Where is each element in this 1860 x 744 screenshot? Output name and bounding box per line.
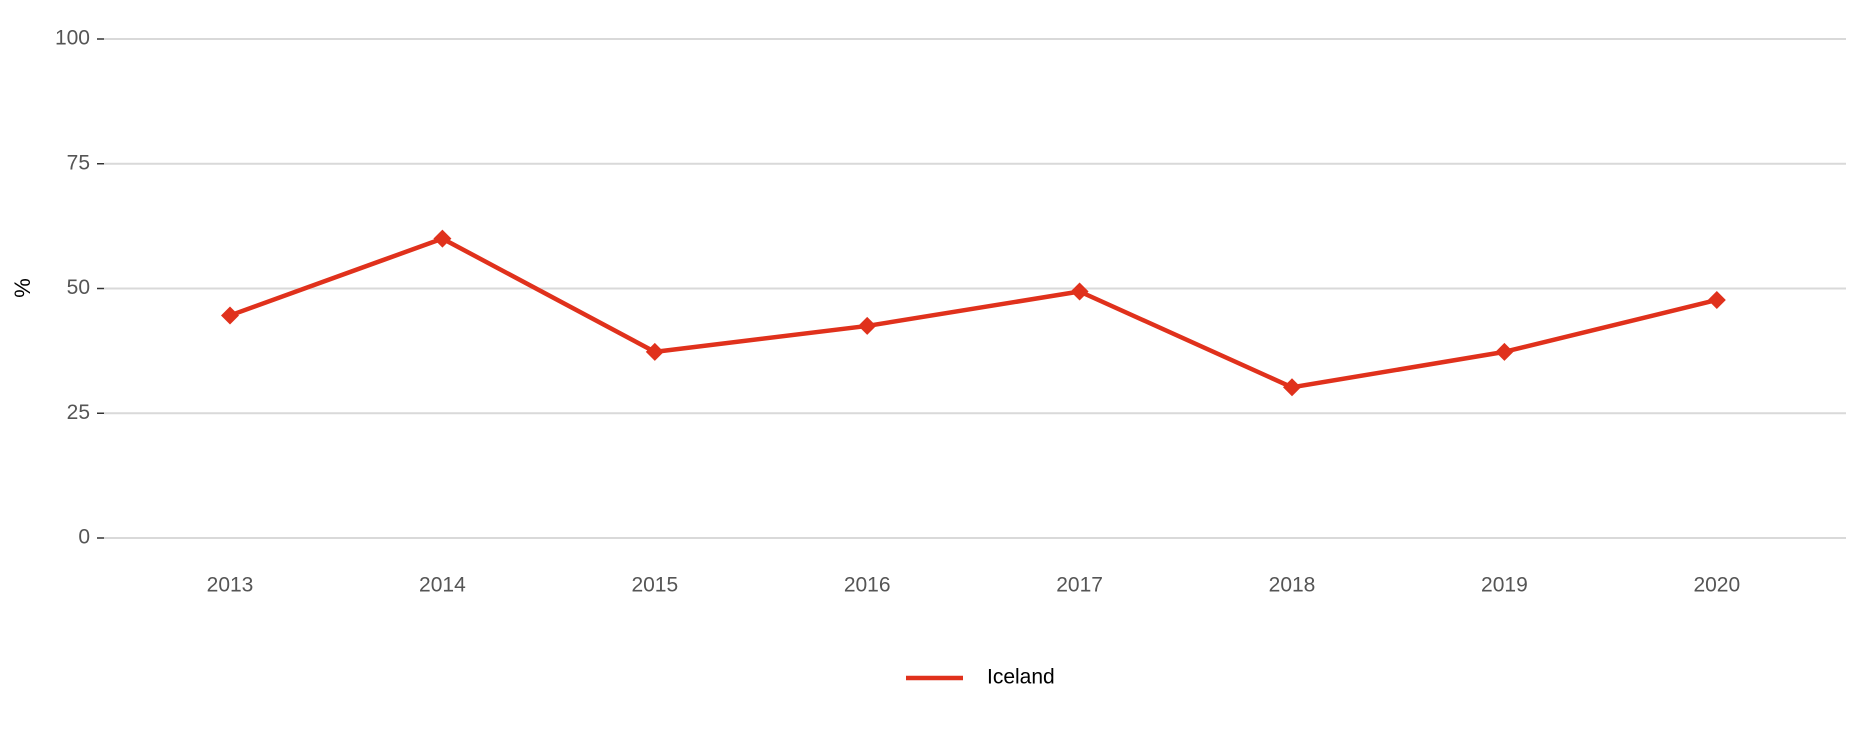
x-tick-label: 2017 bbox=[1056, 574, 1103, 597]
y-tick-label: 0 bbox=[78, 526, 90, 549]
y-tick-label: 75 bbox=[67, 151, 90, 174]
legend-label: Iceland bbox=[987, 666, 1055, 689]
y-axis-title: % bbox=[10, 278, 35, 298]
x-tick-label: 2014 bbox=[419, 574, 466, 597]
x-tick-label: 2020 bbox=[1693, 574, 1740, 597]
point bbox=[645, 342, 664, 361]
point bbox=[221, 306, 239, 325]
point bbox=[1070, 282, 1089, 301]
line bbox=[229, 236, 1718, 390]
point bbox=[1283, 378, 1301, 397]
point bbox=[858, 316, 877, 335]
x-tick-label: 2016 bbox=[844, 574, 891, 597]
x-tick-label: 2013 bbox=[207, 574, 254, 597]
x-tick-label: 2015 bbox=[631, 574, 678, 597]
y-tick-label: 100 bbox=[55, 27, 90, 50]
point bbox=[1707, 290, 1726, 309]
point bbox=[433, 229, 452, 248]
y-tick-label: 50 bbox=[67, 276, 90, 299]
y-tick-label: 25 bbox=[67, 401, 90, 424]
x-tick-label: 2018 bbox=[1269, 574, 1316, 597]
point bbox=[1495, 342, 1514, 361]
x-tick-label: 2019 bbox=[1481, 574, 1528, 597]
